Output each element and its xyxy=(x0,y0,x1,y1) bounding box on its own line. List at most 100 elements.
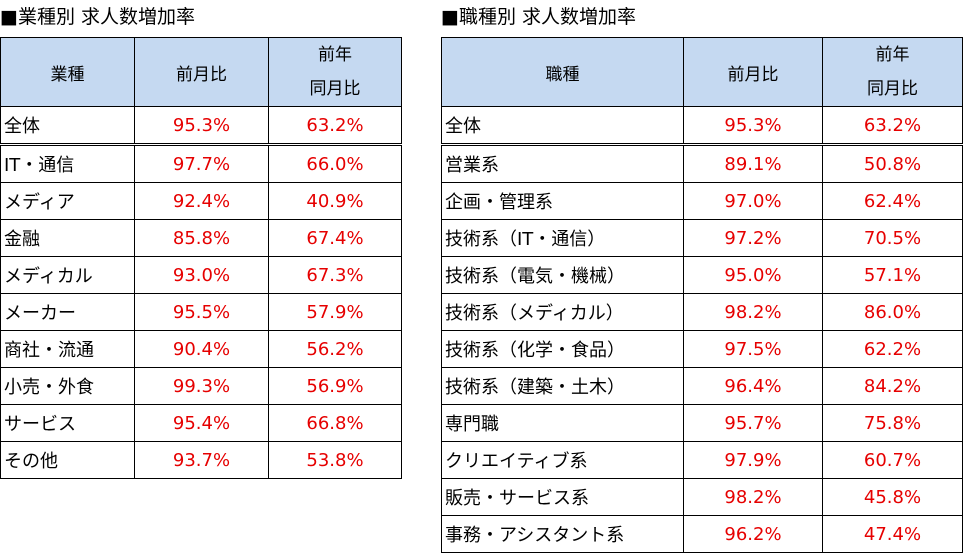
row-yoy-value: 62.4% xyxy=(822,182,963,220)
table-row: 専門職 95.7% 75.8% xyxy=(441,404,963,442)
row-yoy-value: 66.0% xyxy=(268,144,402,183)
row-mom-value: 97.9% xyxy=(683,441,823,479)
row-mom-value: 95.5% xyxy=(134,293,269,331)
row-label: 専門職 xyxy=(441,404,684,442)
row-label: 技術系（化学・食品） xyxy=(441,330,684,368)
table-row: 技術系（建築・土木） 96.4% 84.2% xyxy=(441,367,963,405)
header-mom: 前月比 xyxy=(134,37,269,107)
table-row: 全体 95.3% 63.2% xyxy=(441,106,963,146)
table-row: 全体 95.3% 63.2% xyxy=(0,106,402,146)
row-label: その他 xyxy=(0,441,135,479)
row-yoy-value: 84.2% xyxy=(822,367,963,405)
row-mom-value: 92.4% xyxy=(134,182,269,220)
header-category: 業種 xyxy=(0,37,135,107)
row-yoy-value: 62.2% xyxy=(822,330,963,368)
row-label: 企画・管理系 xyxy=(441,182,684,220)
table-row: 技術系（化学・食品） 97.5% 62.2% xyxy=(441,330,963,368)
row-yoy-value: 86.0% xyxy=(822,293,963,331)
table-header-row: 業種 前月比 前年 同月比 xyxy=(0,37,402,107)
row-yoy-value: 70.5% xyxy=(822,219,963,257)
header-yoy: 前年 同月比 xyxy=(822,37,963,107)
row-label: 営業系 xyxy=(441,144,684,183)
industry-table-body: 全体 95.3% 63.2% IT・通信 97.7% 66.0% メディア 92.4% 40.9… xyxy=(0,106,402,479)
row-mom-value: 90.4% xyxy=(134,330,269,368)
table-row: 企画・管理系 97.0% 62.4% xyxy=(441,182,963,220)
industry-table-title: ■業種別 求人数増加率 xyxy=(0,6,195,28)
row-mom-value: 97.2% xyxy=(683,219,823,257)
table-row: クリエイティブ系 97.9% 60.7% xyxy=(441,441,963,479)
industry-table: 業種 前月比 前年 同月比 全体 95.3% 63.2% IT・通信 97.7% 66.0… xyxy=(0,37,402,479)
header-yoy: 前年 同月比 xyxy=(268,37,402,107)
row-yoy-value: 67.4% xyxy=(268,219,402,257)
row-yoy-value: 45.8% xyxy=(822,478,963,516)
row-mom-value: 95.4% xyxy=(134,404,269,442)
table-header-row: 職種 前月比 前年 同月比 xyxy=(441,37,963,107)
header-yoy-line2: 同月比 xyxy=(309,79,361,99)
table-row: 技術系（電気・機械） 95.0% 57.1% xyxy=(441,256,963,294)
row-label: 事務・アシスタント系 xyxy=(441,515,684,553)
table-row: 販売・サービス系 98.2% 45.8% xyxy=(441,478,963,516)
row-label: IT・通信 xyxy=(0,144,135,183)
header-category: 職種 xyxy=(441,37,684,107)
row-label: 全体 xyxy=(441,106,684,146)
row-mom-value: 93.0% xyxy=(134,256,269,294)
table-row: メディア 92.4% 40.9% xyxy=(0,182,402,220)
row-mom-value: 98.2% xyxy=(683,293,823,331)
row-yoy-value: 75.8% xyxy=(822,404,963,442)
row-mom-value: 96.2% xyxy=(683,515,823,553)
row-label: メディカル xyxy=(0,256,135,294)
row-label: 全体 xyxy=(0,106,135,146)
row-yoy-value: 60.7% xyxy=(822,441,963,479)
row-mom-value: 89.1% xyxy=(683,144,823,183)
row-yoy-value: 56.9% xyxy=(268,367,402,405)
table-row: IT・通信 97.7% 66.0% xyxy=(0,144,402,183)
table-row: 営業系 89.1% 50.8% xyxy=(441,144,963,183)
row-label: 技術系（建築・土木） xyxy=(441,367,684,405)
row-yoy-value: 57.9% xyxy=(268,293,402,331)
row-yoy-value: 66.8% xyxy=(268,404,402,442)
row-label: メディア xyxy=(0,182,135,220)
row-yoy-value: 50.8% xyxy=(822,144,963,183)
row-mom-value: 85.8% xyxy=(134,219,269,257)
row-label: サービス xyxy=(0,404,135,442)
row-label: 技術系（IT・通信） xyxy=(441,219,684,257)
row-yoy-value: 40.9% xyxy=(268,182,402,220)
table-row: 事務・アシスタント系 96.2% 47.4% xyxy=(441,515,963,553)
row-mom-value: 95.7% xyxy=(683,404,823,442)
header-mom: 前月比 xyxy=(683,37,823,107)
row-mom-value: 99.3% xyxy=(134,367,269,405)
row-yoy-value: 53.8% xyxy=(268,441,402,479)
row-label: クリエイティブ系 xyxy=(441,441,684,479)
row-mom-value: 93.7% xyxy=(134,441,269,479)
row-mom-value: 96.4% xyxy=(683,367,823,405)
table-row: サービス 95.4% 66.8% xyxy=(0,404,402,442)
occupation-section: ■職種別 求人数増加率 職種 前月比 前年 同月比 全体 95.3% 63.2% 営業… xyxy=(441,0,963,553)
row-label: 販売・サービス系 xyxy=(441,478,684,516)
row-mom-value: 97.0% xyxy=(683,182,823,220)
table-row: 技術系（メディカル） 98.2% 86.0% xyxy=(441,293,963,331)
table-row: メーカー 95.5% 57.9% xyxy=(0,293,402,331)
table-row: その他 93.7% 53.8% xyxy=(0,441,402,479)
occupation-table-body: 全体 95.3% 63.2% 営業系 89.1% 50.8% 企画・管理系 97.0% 62.4… xyxy=(441,106,963,553)
occupation-table: 職種 前月比 前年 同月比 全体 95.3% 63.2% 営業系 89.1% 50.8% 企… xyxy=(441,37,963,553)
header-yoy-line1: 前年 xyxy=(318,45,352,65)
header-yoy-line2: 同月比 xyxy=(867,79,918,99)
row-mom-value: 97.7% xyxy=(134,144,269,183)
row-label: メーカー xyxy=(0,293,135,331)
table-row: 小売・外食 99.3% 56.9% xyxy=(0,367,402,405)
row-yoy-value: 63.2% xyxy=(822,106,963,146)
row-mom-value: 98.2% xyxy=(683,478,823,516)
row-mom-value: 95.3% xyxy=(134,106,269,146)
table-row: 技術系（IT・通信） 97.2% 70.5% xyxy=(441,219,963,257)
row-label: 商社・流通 xyxy=(0,330,135,368)
row-label: 技術系（電気・機械） xyxy=(441,256,684,294)
industry-section: ■業種別 求人数増加率 業種 前月比 前年 同月比 全体 95.3% 63.2% IT… xyxy=(0,0,402,479)
row-yoy-value: 56.2% xyxy=(268,330,402,368)
row-label: 金融 xyxy=(0,219,135,257)
table-row: 金融 85.8% 67.4% xyxy=(0,219,402,257)
table-row: メディカル 93.0% 67.3% xyxy=(0,256,402,294)
row-yoy-value: 47.4% xyxy=(822,515,963,553)
row-yoy-value: 67.3% xyxy=(268,256,402,294)
row-mom-value: 95.3% xyxy=(683,106,823,146)
row-mom-value: 95.0% xyxy=(683,256,823,294)
